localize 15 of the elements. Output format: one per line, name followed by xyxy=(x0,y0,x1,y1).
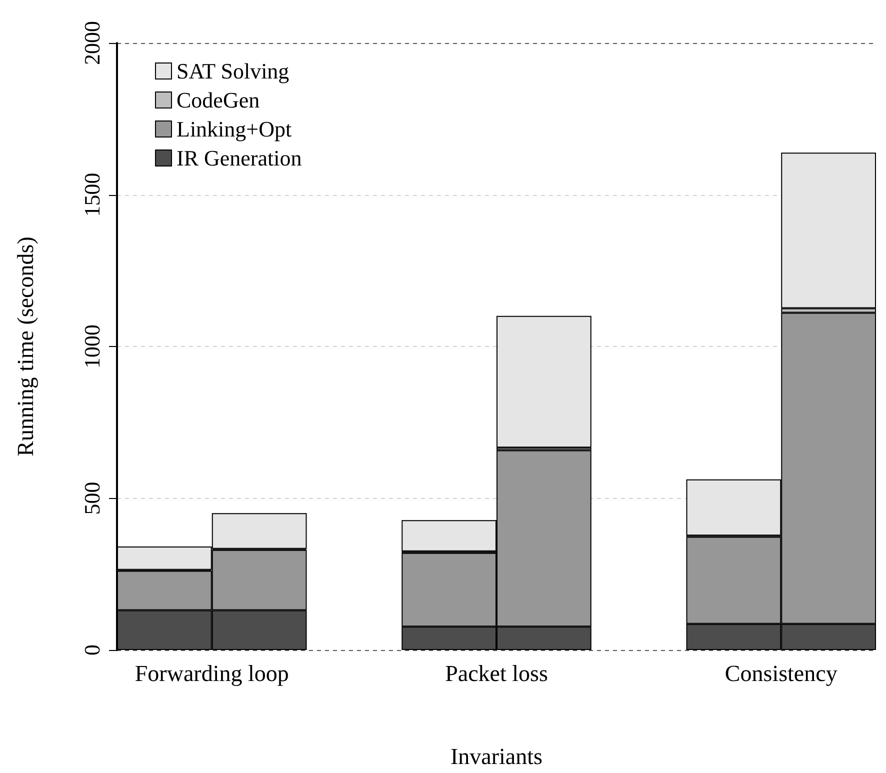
legend-label: IR Generation xyxy=(176,146,302,170)
legend-label: SAT Solving xyxy=(176,58,290,84)
x-axis-title: Invariants xyxy=(450,744,543,769)
x-tick-label: Forwarding loop xyxy=(134,661,289,686)
y-tick-label: 1500 xyxy=(80,172,104,217)
bar xyxy=(496,316,592,448)
y-tick-label: 500 xyxy=(80,482,104,515)
y-axis-title: Running time (seconds) xyxy=(13,236,38,456)
y-tick-label: 0 xyxy=(80,644,104,656)
y-tick-label: 2000 xyxy=(80,21,104,65)
y-tick-label: 1000 xyxy=(80,324,104,368)
legend-label: Linking+Opt xyxy=(176,116,292,142)
x-tick-label: Consistency xyxy=(724,661,838,686)
legend-label: CodeGen xyxy=(176,88,260,112)
x-tick-label: Packet loss xyxy=(445,661,548,686)
